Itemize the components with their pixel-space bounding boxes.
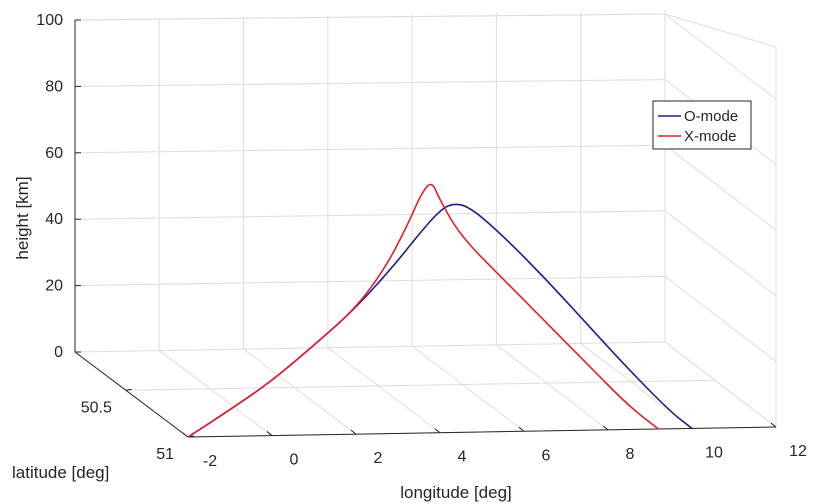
grid-line-z xyxy=(74,341,666,353)
x-tick-label: 0 xyxy=(290,452,299,469)
grid-line-z-side xyxy=(664,276,777,362)
y-tick-label: 51 xyxy=(156,446,174,463)
grid-line-z xyxy=(74,275,666,287)
grid-line-x-floor xyxy=(243,348,357,435)
y-tick-label: 50.5 xyxy=(81,399,112,416)
x-tick-label: -2 xyxy=(203,453,217,470)
grid-line-x-floor xyxy=(496,344,609,431)
x-tick-mark xyxy=(602,425,609,431)
ticks-layer: -2 0 2 4 6 8 10 12 0 20 40 60 80 100 50.5 51 xyxy=(36,12,807,470)
x-tick-label: 10 xyxy=(705,444,723,461)
grid-line-x-floor xyxy=(664,341,777,428)
grid-line-z-side xyxy=(664,210,777,297)
z-tick-label: 0 xyxy=(54,344,63,361)
x-axis-line xyxy=(187,426,777,438)
x-tick-label: 8 xyxy=(626,446,635,463)
legend: O-mode X-mode xyxy=(652,100,752,150)
series-line-o-mode xyxy=(187,203,693,438)
z-tick-label: 20 xyxy=(45,278,63,295)
z-axis-label: height [km] xyxy=(13,176,32,259)
x-tick-label: 2 xyxy=(374,450,383,467)
x-tick-mark xyxy=(182,432,189,438)
grid-line-x-floor xyxy=(158,350,273,436)
grid-line-z xyxy=(74,210,666,220)
grid-line-x-floor xyxy=(327,347,441,434)
series-layer xyxy=(187,183,693,438)
z-tick-label: 40 xyxy=(45,211,63,228)
grid-layer xyxy=(74,10,777,438)
grid-line-z-side xyxy=(664,144,777,231)
z-tick-label: 60 xyxy=(45,145,63,162)
legend-label-x-mode: X-mode xyxy=(684,128,737,145)
y-axis-label: latitude [deg] xyxy=(12,463,109,482)
grid-line-y-floor xyxy=(125,379,715,391)
x-axis-label: longitude [deg] xyxy=(400,483,512,502)
grid-line-z-side xyxy=(664,13,777,100)
x-tick-mark xyxy=(434,428,441,434)
x-tick-label: 12 xyxy=(789,443,807,460)
legend-label-o-mode: O-mode xyxy=(684,108,738,125)
grid-line-z xyxy=(74,144,666,154)
y-axis-line xyxy=(74,351,189,438)
axes-layer xyxy=(74,20,777,438)
grid-line-top-side xyxy=(664,13,777,48)
z-tick-label: 100 xyxy=(36,12,63,29)
grid-line-x-floor xyxy=(411,345,525,432)
x-tick-label: 4 xyxy=(458,449,467,466)
z-tick-label: 80 xyxy=(45,78,63,95)
x-tick-label: 6 xyxy=(542,447,551,464)
y-tick-mark xyxy=(125,388,132,391)
x-tick-mark xyxy=(350,429,357,435)
series-line-x-mode xyxy=(187,183,659,438)
grid-line-z xyxy=(74,79,666,87)
grid-line-top xyxy=(74,13,666,21)
x-tick-mark xyxy=(518,426,525,432)
legend-box xyxy=(652,100,752,150)
x-tick-mark xyxy=(266,431,273,436)
x-tick-mark xyxy=(770,422,777,428)
